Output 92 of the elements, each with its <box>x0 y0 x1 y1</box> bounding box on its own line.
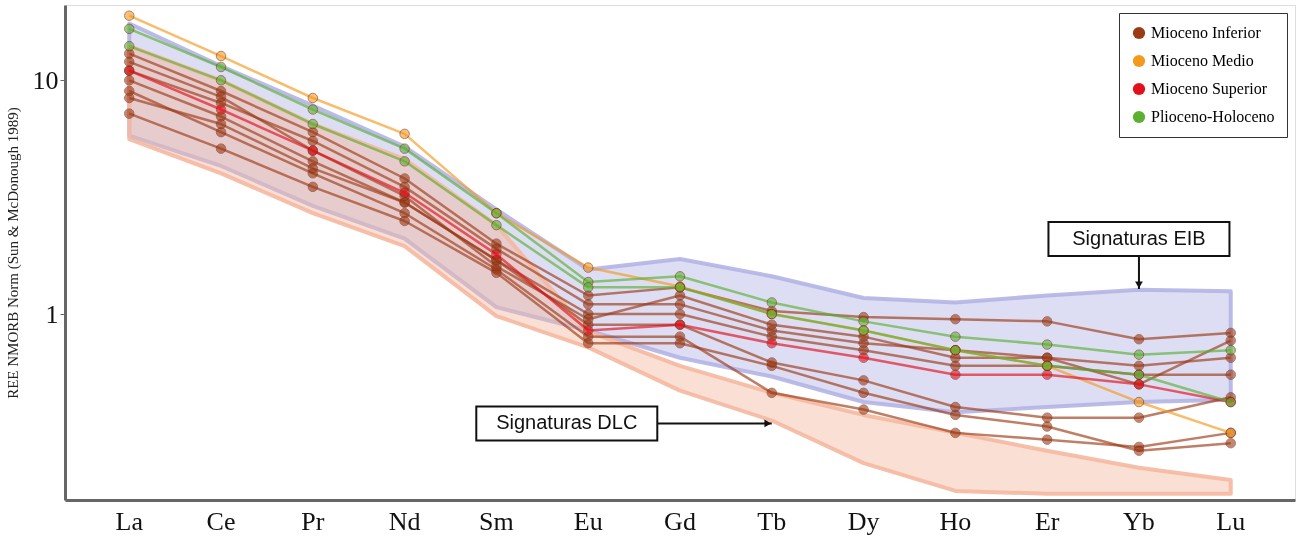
point <box>307 104 319 115</box>
legend-label: Plioceno-Holoceno <box>1151 108 1275 125</box>
x-tick-label: Ce <box>206 506 236 536</box>
point <box>1041 421 1053 432</box>
point <box>766 357 778 368</box>
point <box>582 325 594 336</box>
point <box>491 249 502 260</box>
annotation: Signaturas EIB <box>1072 226 1206 249</box>
point <box>1133 333 1145 345</box>
point <box>582 282 594 293</box>
x-tick-label: Yb <box>1123 506 1155 536</box>
point <box>215 61 227 73</box>
point <box>582 337 594 349</box>
y-tick-label: 10 <box>32 65 59 95</box>
point <box>215 104 227 115</box>
x-tick-label: Er <box>1034 506 1060 536</box>
point <box>1225 344 1236 356</box>
x-tick-label: La <box>115 506 144 536</box>
point <box>307 92 319 104</box>
y-axis-title: REE NMORB Norm (Sun & McDonough 1989) <box>4 107 22 399</box>
point <box>674 337 686 349</box>
point <box>124 75 135 86</box>
point <box>124 40 135 52</box>
point <box>1225 369 1236 380</box>
point <box>950 427 961 439</box>
point <box>399 128 410 140</box>
point <box>215 118 227 130</box>
point <box>858 316 869 327</box>
x-tick-label: Lu <box>1216 506 1246 536</box>
point <box>950 313 961 325</box>
point <box>1041 316 1053 327</box>
point <box>950 369 961 380</box>
point <box>307 135 319 147</box>
point <box>491 219 502 231</box>
point <box>582 299 594 310</box>
x-tick-label: Nd <box>388 506 421 536</box>
point <box>1133 412 1145 423</box>
point <box>950 331 961 342</box>
point <box>215 75 227 86</box>
y-tick-label: 1 <box>45 299 59 329</box>
point <box>399 143 410 154</box>
point <box>307 163 319 174</box>
point <box>674 299 686 310</box>
annotation: Signaturas DLC <box>496 411 638 434</box>
point <box>1133 349 1145 360</box>
point <box>124 10 135 21</box>
point <box>1041 412 1053 423</box>
point <box>582 262 594 273</box>
point <box>858 352 869 363</box>
point <box>674 308 686 320</box>
point <box>307 181 319 193</box>
point <box>858 387 869 399</box>
point <box>858 404 869 415</box>
point <box>950 401 961 413</box>
point <box>582 313 594 325</box>
point <box>399 215 410 227</box>
x-tick-label: Ho <box>939 506 972 536</box>
x-tick-label: Gd <box>664 506 696 536</box>
point <box>766 297 778 308</box>
point <box>674 290 686 301</box>
point <box>674 271 686 282</box>
point <box>766 387 778 399</box>
point <box>124 108 135 119</box>
point <box>215 143 227 154</box>
legend-label: Mioceno Superior <box>1151 80 1268 98</box>
point <box>124 56 135 68</box>
point <box>1225 335 1236 346</box>
x-tick-label: Sm <box>479 506 514 536</box>
point <box>124 92 135 104</box>
point <box>399 207 410 219</box>
point <box>399 173 410 184</box>
point <box>766 319 778 330</box>
point <box>1133 360 1145 372</box>
x-tick-label: Tb <box>757 506 787 536</box>
point <box>1225 437 1236 449</box>
point <box>307 118 319 130</box>
point <box>1041 369 1053 380</box>
point <box>215 50 227 62</box>
point <box>399 156 410 167</box>
legend-label: Mioceno Inferior <box>1151 24 1262 41</box>
legend-label: Mioceno Medio <box>1151 52 1254 69</box>
point <box>124 23 135 35</box>
point <box>1041 339 1053 350</box>
x-tick-label: Eu <box>573 506 603 536</box>
point <box>1133 396 1145 408</box>
point <box>1041 434 1053 445</box>
point <box>215 91 227 103</box>
x-tick-label: Dy <box>847 506 880 536</box>
point <box>766 337 778 349</box>
point <box>1133 445 1145 456</box>
x-tick-label: Pr <box>301 506 325 536</box>
point <box>858 375 869 386</box>
